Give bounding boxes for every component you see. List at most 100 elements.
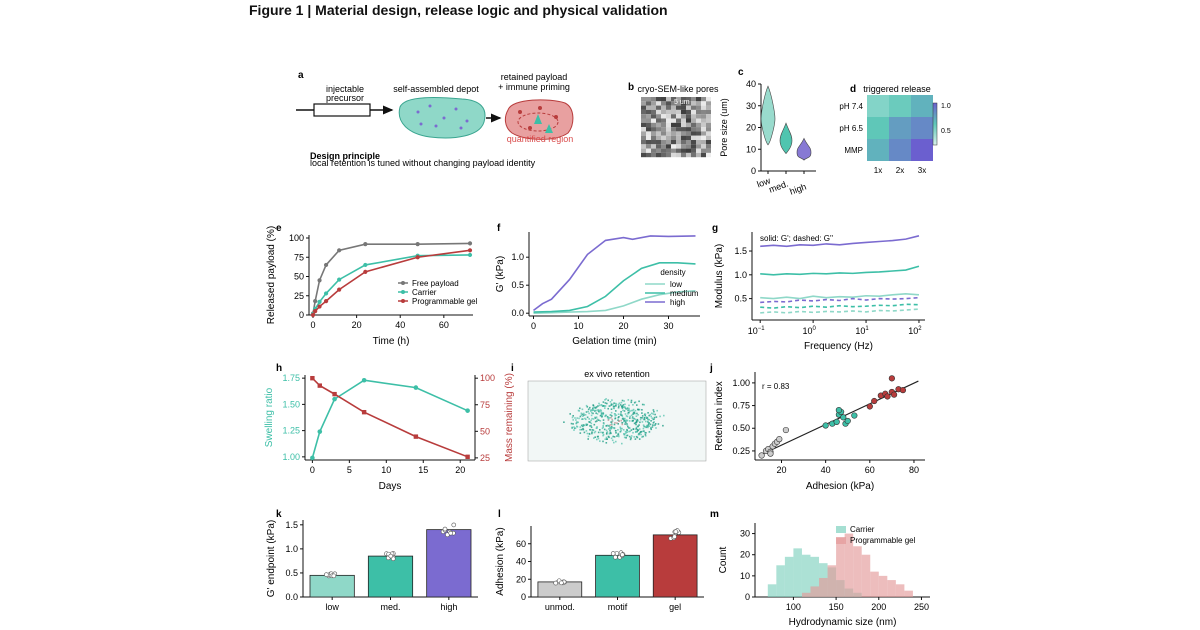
retention-point [602,413,604,416]
retention-point [604,399,606,401]
retention-point [631,416,634,418]
retention-point [576,426,579,428]
sem-pixel [691,122,696,128]
data-point [851,412,858,419]
sem-pixel [676,127,681,132]
legend-marker [401,299,405,303]
sem-pixel [681,148,686,153]
y-tick-label: 0 [299,310,304,320]
retention-point [594,436,596,438]
heatmap-col-label: 3x [918,166,926,175]
x-tick-label: 30 [663,321,673,331]
y-tick-label-left: 1.50 [282,399,300,409]
retention-point [582,415,584,417]
retention-point [663,414,665,417]
y-axis-label: G' (kPa) [495,256,506,292]
retention-point [580,412,583,415]
heatmap-row-label: MMP [844,146,863,155]
data-point [871,397,878,405]
data-point [844,417,851,425]
payload-particles [518,106,558,133]
series-line [533,261,696,313]
sem-pixel [681,109,686,115]
retention-point [623,410,626,412]
sem-pixel [681,135,686,140]
heatmap-cell [889,139,911,161]
sem-pixel [696,122,701,128]
y-tick-label: 10 [746,144,756,154]
retention-point [653,416,656,419]
panel-letter-c: c [738,67,744,78]
retention-point [650,428,652,431]
retention-point [607,435,610,438]
series-line [760,303,919,309]
sem-pixel [656,101,661,106]
sem-pixel [681,140,686,145]
retention-point [645,424,648,427]
retention-point [571,416,574,419]
replicate-point [610,551,616,556]
series-line [533,235,696,312]
retention-point [606,438,608,440]
panel-letter-b: b [628,82,634,93]
retention-point [644,435,647,437]
retention-point [594,410,596,412]
retention-point [648,414,650,417]
retention-point [655,416,658,418]
data-point [833,418,840,425]
retention-point [630,414,633,417]
sem-pixel [641,122,646,128]
retention-point [645,432,647,434]
legend-marker [401,290,405,294]
hist-bar [776,565,785,597]
retention-point [610,421,612,423]
retention-point [653,421,655,423]
y-axis-label: Count [718,546,729,573]
hist-bar [887,580,896,597]
retention-point [603,405,606,407]
retention-point [606,402,608,405]
retention-point [635,435,638,438]
retention-point [570,422,573,425]
sem-pixel [701,127,706,132]
retention-point [647,418,649,421]
retention-point [604,407,606,409]
retention-point [643,425,645,428]
sem-pixel [676,97,681,102]
replicate-point [672,534,677,539]
x-axis-label: Hydrodynamic size (nm) [789,617,897,628]
retention-point [639,418,642,421]
sem-pixel [686,140,691,145]
sem-pixel [681,131,686,136]
heatmap-cell [867,95,889,117]
sem-pixel [686,144,691,149]
retention-point [605,433,608,435]
retention-point [610,404,613,406]
retention-point [602,412,604,414]
sem-pixel [651,131,656,136]
panel-letter-e: e [276,223,282,234]
retention-point [602,431,604,434]
retention-point [587,410,589,413]
retention-point [635,428,637,431]
retention-point [648,431,651,433]
retention-point [604,438,607,440]
retention-point [615,405,617,407]
retention-point [616,422,618,424]
x-axis-label: Gelation time (min) [572,336,656,347]
retention-point [630,409,633,412]
retention-point [585,423,587,425]
retention-point [620,401,623,404]
retention-point [652,413,655,415]
data-point [317,304,322,309]
retention-point [613,436,616,438]
bar-gel [652,534,698,598]
bar-med. [367,555,414,598]
data-point [465,454,470,460]
retention-point [634,418,637,421]
y-axis-label: Adhesion (kPa) [495,527,506,595]
y-tick-label: 30 [740,529,750,539]
retention-point [626,423,628,425]
retention-point [571,427,573,429]
retention-point [589,425,591,427]
